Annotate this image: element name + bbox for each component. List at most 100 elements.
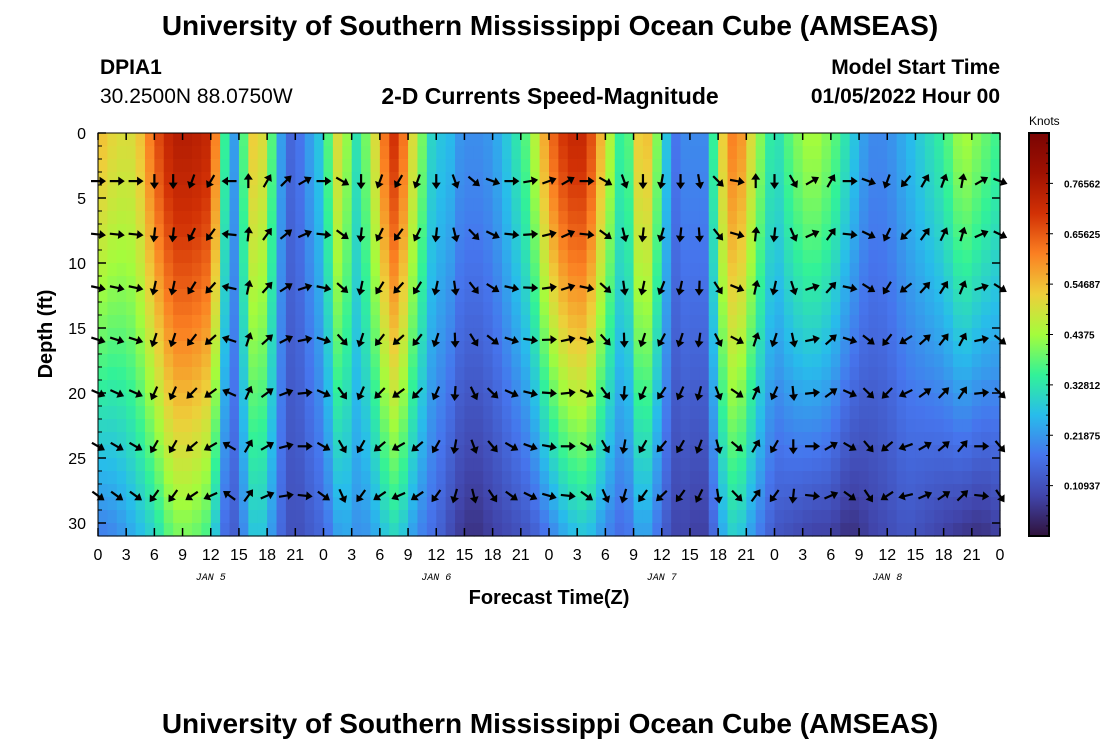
heatmap-cell	[605, 419, 616, 433]
heatmap-cell	[868, 211, 879, 225]
current-arrow-head	[491, 284, 500, 293]
current-arrow	[751, 173, 761, 189]
heatmap-cell	[220, 380, 231, 394]
heatmap-cell	[840, 523, 851, 537]
heatmap-cell	[276, 263, 287, 277]
heatmap-cell	[624, 354, 635, 368]
heatmap-cell	[755, 224, 766, 238]
heatmap-cell	[144, 393, 155, 407]
heatmap-cell	[314, 198, 325, 212]
heatmap-cell	[126, 406, 137, 420]
heatmap-cell	[332, 198, 343, 212]
current-arrow	[638, 280, 648, 296]
heatmap-cell	[708, 497, 719, 511]
heatmap-cell	[426, 393, 437, 407]
current-arrow	[824, 388, 838, 399]
heatmap-cell	[896, 224, 907, 238]
current-arrow-head	[585, 492, 594, 501]
heatmap-cell	[276, 419, 287, 433]
heatmap-cell	[248, 224, 259, 238]
heatmap-cell	[323, 159, 334, 173]
heatmap-cell	[182, 133, 193, 147]
heatmap-cell	[689, 471, 700, 485]
heatmap-cell	[915, 367, 926, 381]
current-arrow-head	[322, 443, 331, 451]
current-arrow	[487, 440, 498, 453]
heatmap-cell	[361, 328, 372, 342]
current-arrow	[937, 441, 950, 452]
heatmap-cell	[370, 263, 381, 277]
current-arrow	[205, 281, 217, 294]
heatmap-cell	[295, 224, 306, 238]
current-arrow	[750, 489, 761, 503]
heatmap-cell	[238, 250, 249, 264]
heatmap-cell	[642, 523, 653, 537]
heatmap-cell	[558, 471, 569, 485]
current-arrow	[825, 281, 837, 294]
heatmap-cell	[943, 302, 954, 316]
heatmap-cell	[398, 159, 409, 173]
current-arrow-head	[339, 391, 347, 400]
heatmap-cell	[887, 185, 898, 199]
current-arrow	[149, 386, 159, 401]
heatmap-cell	[408, 380, 419, 394]
heatmap-cell	[558, 146, 569, 160]
current-arrow	[297, 282, 313, 292]
current-arrow	[486, 387, 499, 399]
heatmap-cell	[971, 146, 982, 160]
heatmap-cell	[267, 432, 278, 446]
heatmap-cell	[285, 445, 296, 459]
current-arrow	[918, 388, 932, 399]
heatmap-cell	[304, 445, 315, 459]
heatmap-cell	[464, 328, 475, 342]
heatmap-cell	[201, 471, 212, 485]
heatmap-cell	[182, 471, 193, 485]
heatmap-cell	[173, 185, 184, 199]
heatmap-cell	[661, 211, 672, 225]
current-arrow-head	[694, 235, 704, 243]
heatmap-cell	[191, 419, 202, 433]
heatmap-cell	[379, 302, 390, 316]
heatmap-cell	[802, 393, 813, 407]
heatmap-cell	[577, 315, 588, 329]
heatmap-cell	[708, 224, 719, 238]
heatmap-cell	[116, 354, 127, 368]
current-arrow	[694, 280, 704, 296]
heatmap-cell	[135, 328, 146, 342]
heatmap-cell	[483, 406, 494, 420]
heatmap-cell	[464, 471, 475, 485]
heatmap-cell	[652, 302, 663, 316]
heatmap-cell	[445, 432, 456, 446]
heatmap-cell	[624, 471, 635, 485]
heatmap-cell	[774, 315, 785, 329]
heatmap-cell	[746, 172, 757, 186]
heatmap-cell	[830, 146, 841, 160]
heatmap-cell	[661, 315, 672, 329]
heatmap-cell	[361, 367, 372, 381]
current-arrow-head	[284, 283, 293, 291]
heatmap-cell	[492, 276, 503, 290]
heatmap-cell	[718, 276, 729, 290]
heatmap-cell	[295, 510, 306, 524]
heatmap-cell	[652, 198, 663, 212]
heatmap-cell	[229, 172, 240, 186]
heatmap-cell	[295, 458, 306, 472]
current-arrow-head	[601, 495, 611, 504]
heatmap-cell	[633, 471, 644, 485]
current-arrow-head	[958, 173, 968, 181]
x-tick-label: 0	[94, 547, 103, 564]
heatmap-cell	[774, 458, 785, 472]
current-arrow-head	[922, 227, 930, 236]
heatmap-cell	[238, 523, 249, 537]
heatmap-cell	[859, 328, 870, 342]
current-arrow	[918, 441, 932, 451]
heatmap-cell	[163, 445, 174, 459]
heatmap-cell	[332, 484, 343, 498]
heatmap-cell	[436, 289, 447, 303]
heatmap-cell	[830, 497, 841, 511]
heatmap-cell	[830, 380, 841, 394]
heatmap-cell	[783, 458, 794, 472]
heatmap-cell	[351, 406, 362, 420]
heatmap-cell	[389, 172, 400, 186]
heatmap-cell	[126, 380, 137, 394]
